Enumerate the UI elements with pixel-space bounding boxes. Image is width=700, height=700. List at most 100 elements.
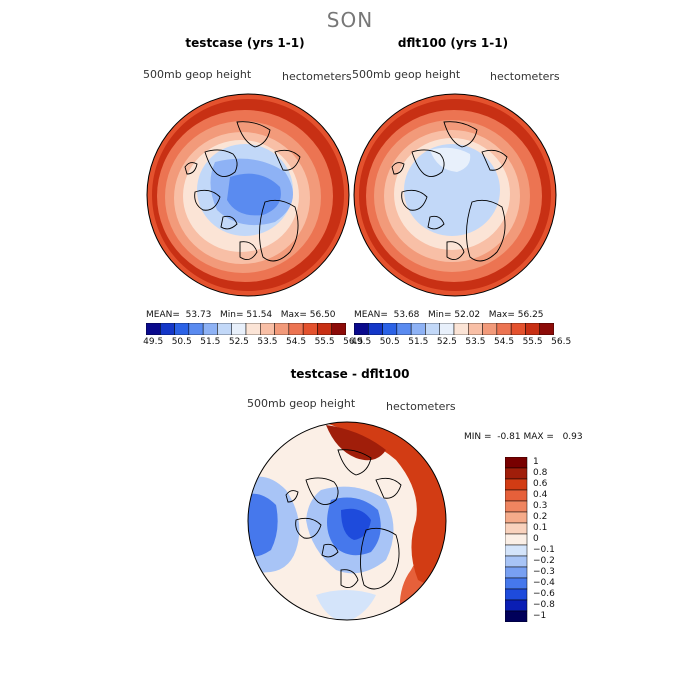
left-mean-label: MEAN= <box>146 310 180 320</box>
diff-positive-peak <box>326 425 386 461</box>
diff-colorbar-swatch <box>505 511 528 524</box>
left-colorbar-swatch <box>160 323 175 335</box>
right-coastlines <box>391 121 508 262</box>
diff-colorbar-swatch <box>505 544 528 557</box>
diff-colorbar-swatch <box>505 500 528 513</box>
right-colorbar <box>354 323 554 335</box>
right-colorbar-swatch <box>354 323 369 335</box>
season-title: SON <box>326 8 374 32</box>
diff-colorbar-swatch <box>505 489 528 502</box>
right-colorbar-swatch <box>496 323 512 335</box>
diff-colorbar-tick: −0.6 <box>533 589 555 600</box>
right-colorbar-tick: 55.5 <box>522 337 543 347</box>
left-colorbar-tick: 49.5 <box>143 337 164 347</box>
right-min-label: Min= <box>427 310 452 320</box>
left-colorbar-swatch <box>245 323 261 335</box>
diff-colorbar-tick: −0.8 <box>533 600 555 611</box>
left-colorbar-swatch <box>202 323 218 335</box>
left-mean-value: 53.73 <box>185 310 212 320</box>
diff-negative-west <box>248 493 278 557</box>
diff-colorbar-swatch <box>505 478 528 491</box>
right-mean-value: 53.68 <box>393 310 420 320</box>
diff-colorbar-tick: 0.6 <box>533 479 548 490</box>
left-colorbar-tick: 53.5 <box>257 337 278 347</box>
right-colorbar-swatch <box>482 323 498 335</box>
diff-colorbar-swatch <box>505 610 528 622</box>
diff-colorbar-tick: 0.8 <box>533 468 548 479</box>
diff-stats: MIN = -0.81 MAX = 0.93 <box>464 432 583 442</box>
right-colorbar-tick: 50.5 <box>379 337 400 347</box>
right-colorbar-swatch <box>510 323 526 335</box>
left-colorbar-tick: 51.5 <box>200 337 221 347</box>
diff-colorbar-swatch <box>505 555 528 568</box>
diff-coastlines <box>285 449 402 590</box>
diff-positive-east <box>306 422 446 620</box>
left-colorbar-swatch <box>260 323 275 335</box>
left-colorbar-ticks: 49.5 50.5 51.5 52.5 53.5 54.5 55.5 56.5 <box>143 337 363 349</box>
left-colorbar-tick: 56.5 <box>343 337 364 347</box>
right-panel-title: dflt100 (yrs 1-1) <box>397 36 509 50</box>
left-polar-map <box>146 93 350 297</box>
left-colorbar-tick: 55.5 <box>314 337 335 347</box>
diff-positive-core <box>316 422 446 595</box>
right-colorbar-swatch <box>368 323 383 335</box>
right-min-value: 52.02 <box>454 310 481 320</box>
left-min-value: 51.54 <box>246 310 273 320</box>
left-colorbar-swatch <box>274 323 290 335</box>
right-colorbar-swatch <box>453 323 469 335</box>
diff-var-label: 500mb geop height <box>247 397 356 410</box>
right-colorbar-swatch <box>396 323 412 335</box>
diff-units-label: hectometers <box>386 400 456 413</box>
diff-colorbar-tick: −0.1 <box>533 545 555 556</box>
diff-min-value: -0.81 <box>497 432 521 442</box>
right-colorbar-tick: 51.5 <box>408 337 429 347</box>
left-max-value: 56.50 <box>309 310 336 320</box>
diff-colorbar-tick: −0.3 <box>533 567 555 578</box>
left-band-0 <box>227 173 281 216</box>
diff-colorbar-tick: −0.4 <box>533 578 555 589</box>
diff-colorbar-tick: −0.2 <box>533 556 555 567</box>
diff-colorbar-swatch <box>505 457 528 469</box>
right-colorbar-swatch <box>539 323 554 335</box>
right-colorbar-tick: 49.5 <box>351 337 372 347</box>
right-colorbar-swatch <box>439 323 455 335</box>
diff-colorbar-tick: 0 <box>533 534 539 545</box>
left-colorbar <box>146 323 346 335</box>
diff-max-value: 0.93 <box>562 432 583 442</box>
right-colorbar-tick: 53.5 <box>465 337 486 347</box>
diff-colorbar-swatch <box>505 566 528 579</box>
right-colorbar-swatch <box>382 323 398 335</box>
diff-polar-map <box>247 421 447 621</box>
right-colorbar-ticks: 49.5 50.5 51.5 52.5 53.5 54.5 55.5 56.5 <box>351 337 571 349</box>
right-max-label: Max= <box>488 310 515 320</box>
diff-colorbar-tick: 0.2 <box>533 512 548 523</box>
left-panel-title: testcase (yrs 1-1) <box>185 36 305 50</box>
diff-colorbar-tick: −1 <box>533 611 547 622</box>
diff-colorbar-swatch <box>505 599 528 612</box>
diff-colorbar-swatch <box>505 522 528 535</box>
right-colorbar-tick: 54.5 <box>494 337 515 347</box>
right-band-2 <box>404 144 500 236</box>
diff-colorbar-tick: 0.3 <box>533 501 548 512</box>
diff-colorbar-tick: 0.1 <box>533 523 548 534</box>
diff-colorbar-swatch <box>505 533 528 546</box>
right-colorbar-tick: 56.5 <box>551 337 572 347</box>
right-colorbar-swatch <box>525 323 540 335</box>
diff-negative-core <box>341 508 371 540</box>
left-colorbar-swatch <box>174 323 190 335</box>
left-colorbar-swatch <box>188 323 204 335</box>
diff-colorbar-tick: 0.4 <box>533 490 548 501</box>
diff-colorbar-tick: 1 <box>533 457 539 468</box>
left-colorbar-tick: 50.5 <box>171 337 192 347</box>
diff-colorbar <box>505 457 528 622</box>
diff-min-label: MIN = <box>464 432 492 442</box>
left-colorbar-swatch <box>231 323 247 335</box>
left-colorbar-swatch <box>331 323 346 335</box>
diff-negative-south <box>316 590 376 620</box>
left-colorbar-tick: 52.5 <box>228 337 249 347</box>
right-max-value: 56.25 <box>517 310 544 320</box>
diff-panel-title: testcase - dflt100 <box>290 367 410 381</box>
right-colorbar-swatch <box>468 323 483 335</box>
diff-colorbar-swatch <box>505 467 528 480</box>
left-max-label: Max= <box>280 310 307 320</box>
